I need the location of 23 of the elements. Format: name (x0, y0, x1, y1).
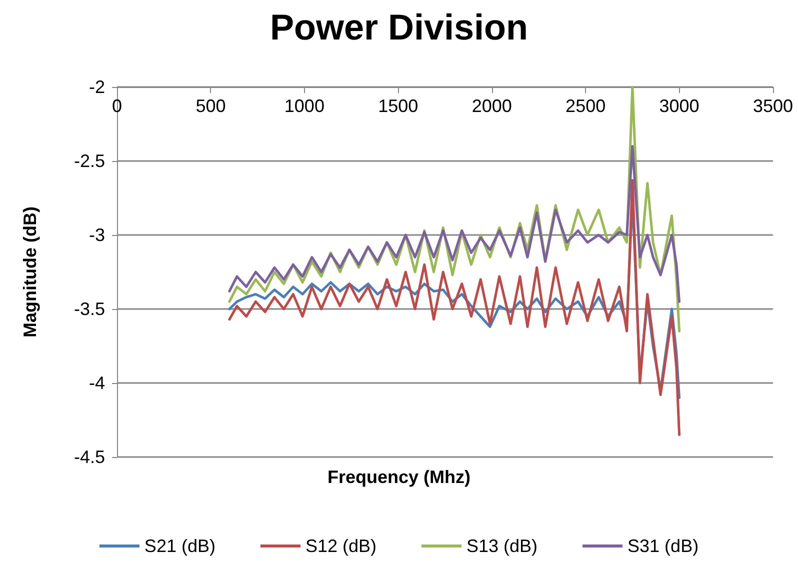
chart-title: Power Division (270, 6, 528, 48)
y-tick-label: -3 (88, 225, 105, 245)
y-tick-label: -2 (88, 77, 105, 97)
legend-label: S31 (dB) (628, 536, 699, 556)
x-tick-label: 1500 (378, 96, 418, 116)
x-tick-label: 2500 (566, 96, 606, 116)
x-axis-title: Frequency (Mhz) (327, 467, 471, 487)
x-tick-label: 0 (112, 96, 122, 116)
x-tick-label: 3000 (659, 96, 700, 116)
x-tick-label: 2000 (472, 96, 512, 116)
legend-label: S21 (dB) (144, 536, 216, 556)
line-series (228, 178, 681, 436)
y-tick-label: -4 (88, 373, 105, 393)
y-tick-label: -4.5 (74, 447, 105, 467)
legend-label: S13 (dB) (466, 536, 538, 556)
x-tick-label: 500 (196, 96, 226, 116)
x-tick-label: 3500 (752, 96, 794, 116)
y-axis-title: Magnitude (dB) (20, 206, 40, 338)
line-series (228, 144, 681, 303)
y-tick-label: -3.5 (74, 299, 105, 319)
y-tick-label: -2.5 (74, 151, 105, 171)
legend-label: S12 (dB) (305, 536, 377, 556)
x-tick-label: 1000 (284, 96, 324, 116)
